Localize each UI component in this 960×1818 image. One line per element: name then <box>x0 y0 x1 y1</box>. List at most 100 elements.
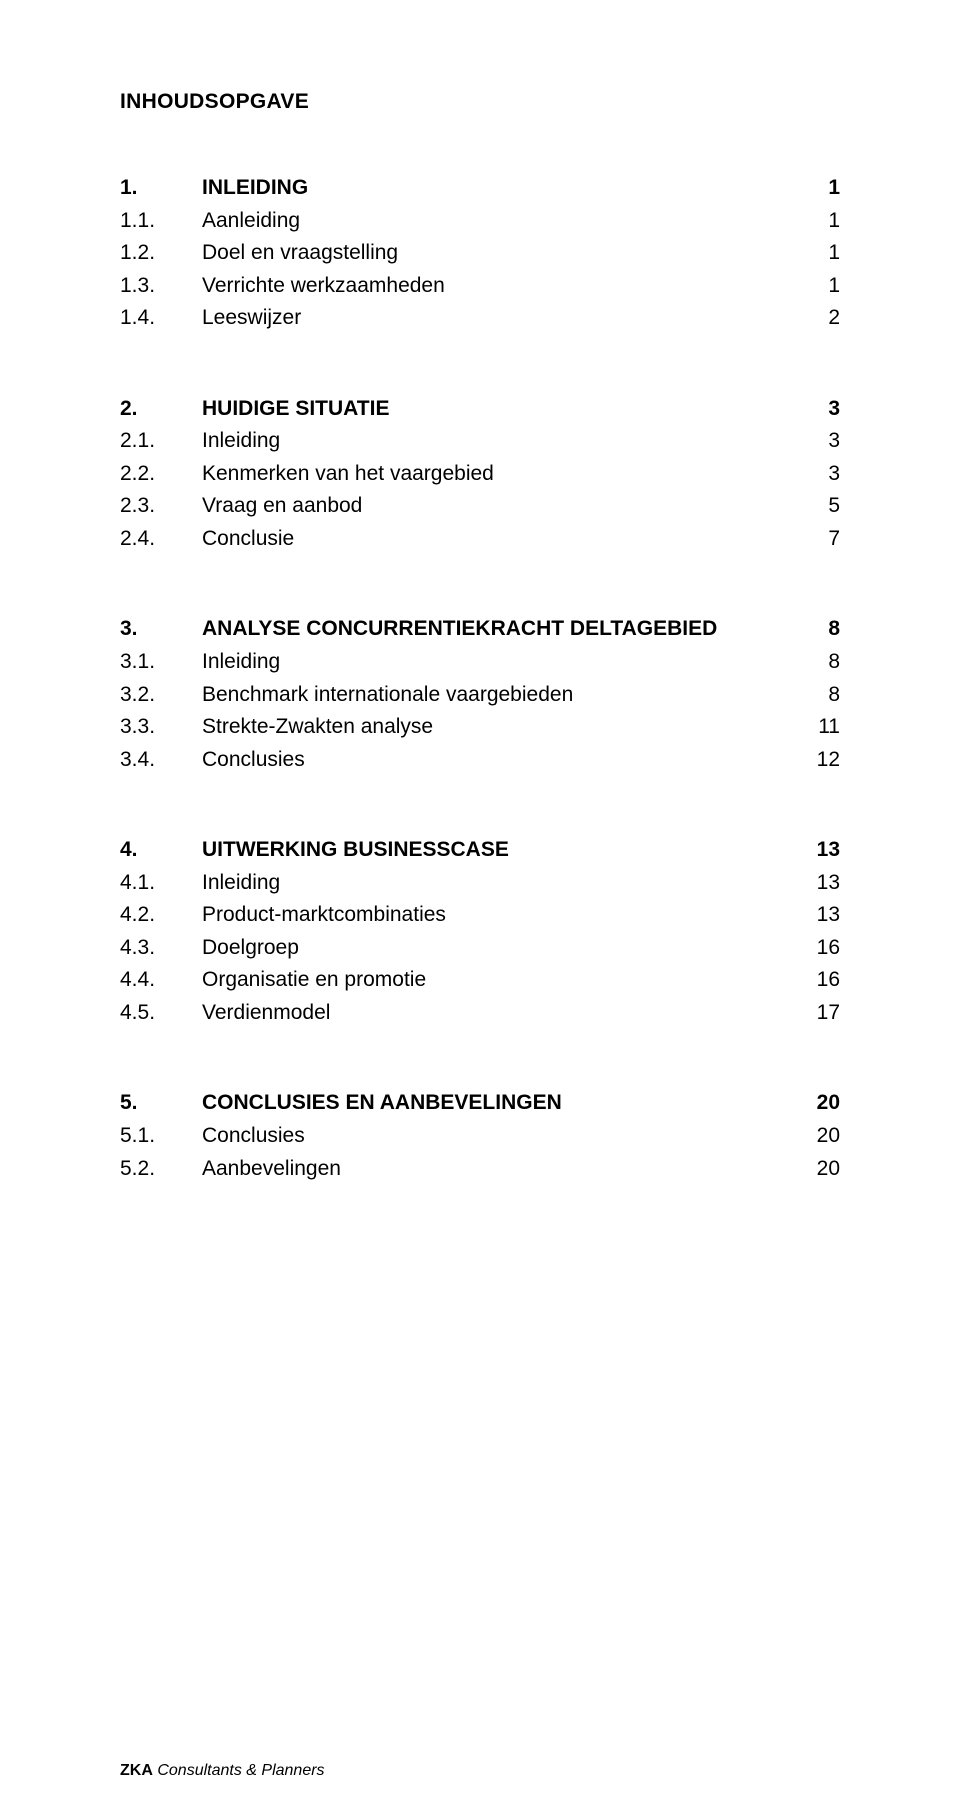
toc-item-row: 3.3.Strekte-Zwakten analyse11 <box>120 711 840 744</box>
toc-section: 2.HUIDIGE SITUATIE32.1.Inleiding32.2.Ken… <box>120 393 840 556</box>
toc-heading-row: 5.CONCLUSIES EN AANBEVELINGEN20 <box>120 1087 840 1120</box>
toc-item-label: Product-marktcombinaties <box>202 899 790 932</box>
footer-rest: Consultants & Planners <box>153 1762 325 1779</box>
toc-item-label: Doelgroep <box>202 932 790 965</box>
toc-item-label: Verdienmodel <box>202 997 790 1030</box>
toc-heading-num: 3. <box>120 613 202 646</box>
toc-heading-label: UITWERKING BUSINESSCASE <box>202 834 790 867</box>
toc-item-num: 4.5. <box>120 997 202 1030</box>
toc-item-row: 3.2.Benchmark internationale vaargebiede… <box>120 679 840 712</box>
toc-item-page: 2 <box>790 302 840 335</box>
toc-item-num: 5.2. <box>120 1153 202 1186</box>
toc-item-page: 1 <box>790 270 840 303</box>
toc-heading-num: 1. <box>120 172 202 205</box>
toc-item-row: 2.3.Vraag en aanbod5 <box>120 490 840 523</box>
toc-item-row: 1.1.Aanleiding1 <box>120 205 840 238</box>
toc-item-page: 7 <box>790 523 840 556</box>
toc-item-row: 1.4.Leeswijzer2 <box>120 302 840 335</box>
toc-item-num: 2.2. <box>120 458 202 491</box>
footer: ZKA Consultants & Planners <box>120 1762 325 1780</box>
toc-item-row: 4.4.Organisatie en promotie16 <box>120 964 840 997</box>
toc-item-label: Inleiding <box>202 867 790 900</box>
toc-item-row: 4.3.Doelgroep16 <box>120 932 840 965</box>
toc-heading-row: 4.UITWERKING BUSINESSCASE13 <box>120 834 840 867</box>
toc-item-num: 5.1. <box>120 1120 202 1153</box>
toc-item-row: 3.4.Conclusies12 <box>120 744 840 777</box>
toc-heading-label: HUIDIGE SITUATIE <box>202 393 790 426</box>
toc-heading-page: 3 <box>790 393 840 426</box>
toc-item-row: 2.2.Kenmerken van het vaargebied3 <box>120 458 840 491</box>
toc-section: 1.INLEIDING11.1.Aanleiding11.2.Doel en v… <box>120 172 840 335</box>
toc-item-label: Organisatie en promotie <box>202 964 790 997</box>
toc-item-num: 3.3. <box>120 711 202 744</box>
toc-item-row: 2.1.Inleiding3 <box>120 425 840 458</box>
toc-item-label: Vraag en aanbod <box>202 490 790 523</box>
toc-item-num: 4.4. <box>120 964 202 997</box>
toc-item-label: Inleiding <box>202 646 790 679</box>
toc-section: 4.UITWERKING BUSINESSCASE134.1.Inleiding… <box>120 834 840 1029</box>
toc-item-page: 12 <box>790 744 840 777</box>
toc-heading-row: 2.HUIDIGE SITUATIE3 <box>120 393 840 426</box>
toc-item-page: 20 <box>790 1153 840 1186</box>
document-page: INHOUDSOPGAVE 1.INLEIDING11.1.Aanleiding… <box>0 0 960 1818</box>
toc-item-page: 17 <box>790 997 840 1030</box>
toc-section: 5.CONCLUSIES EN AANBEVELINGEN205.1.Concl… <box>120 1087 840 1185</box>
toc-title: INHOUDSOPGAVE <box>120 90 840 114</box>
toc-item-row: 4.1.Inleiding13 <box>120 867 840 900</box>
toc-heading-num: 2. <box>120 393 202 426</box>
toc-item-page: 16 <box>790 932 840 965</box>
toc-item-num: 3.1. <box>120 646 202 679</box>
toc-heading-row: 1.INLEIDING1 <box>120 172 840 205</box>
toc-heading-label: ANALYSE CONCURRENTIEKRACHT DELTAGEBIED <box>202 613 790 646</box>
toc-item-num: 4.1. <box>120 867 202 900</box>
toc-item-num: 1.3. <box>120 270 202 303</box>
toc-item-label: Aanbevelingen <box>202 1153 790 1186</box>
toc-item-row: 1.2.Doel en vraagstelling1 <box>120 237 840 270</box>
footer-brand: ZKA <box>120 1762 153 1779</box>
toc-section: 3.ANALYSE CONCURRENTIEKRACHT DELTAGEBIED… <box>120 613 840 776</box>
toc-item-num: 1.1. <box>120 205 202 238</box>
toc-item-page: 13 <box>790 867 840 900</box>
toc-item-row: 5.1.Conclusies20 <box>120 1120 840 1153</box>
toc-item-page: 3 <box>790 458 840 491</box>
toc-item-label: Conclusies <box>202 744 790 777</box>
toc-heading-label: CONCLUSIES EN AANBEVELINGEN <box>202 1087 790 1120</box>
toc-heading-page: 13 <box>790 834 840 867</box>
toc-item-row: 3.1.Inleiding8 <box>120 646 840 679</box>
toc-item-label: Conclusies <box>202 1120 790 1153</box>
toc-item-num: 3.4. <box>120 744 202 777</box>
toc-item-row: 5.2.Aanbevelingen20 <box>120 1153 840 1186</box>
toc-item-page: 20 <box>790 1120 840 1153</box>
toc-item-row: 4.5.Verdienmodel17 <box>120 997 840 1030</box>
toc-item-page: 8 <box>790 646 840 679</box>
toc-item-row: 1.3.Verrichte werkzaamheden1 <box>120 270 840 303</box>
toc-item-num: 4.2. <box>120 899 202 932</box>
toc-item-num: 2.4. <box>120 523 202 556</box>
toc-body: 1.INLEIDING11.1.Aanleiding11.2.Doel en v… <box>120 172 840 1185</box>
toc-item-page: 13 <box>790 899 840 932</box>
toc-item-page: 5 <box>790 490 840 523</box>
toc-item-label: Doel en vraagstelling <box>202 237 790 270</box>
toc-item-label: Leeswijzer <box>202 302 790 335</box>
toc-item-row: 2.4.Conclusie7 <box>120 523 840 556</box>
toc-heading-row: 3.ANALYSE CONCURRENTIEKRACHT DELTAGEBIED… <box>120 613 840 646</box>
toc-heading-page: 1 <box>790 172 840 205</box>
toc-heading-page: 8 <box>790 613 840 646</box>
toc-item-num: 1.2. <box>120 237 202 270</box>
toc-item-num: 2.1. <box>120 425 202 458</box>
toc-item-page: 16 <box>790 964 840 997</box>
toc-item-page: 8 <box>790 679 840 712</box>
toc-item-num: 2.3. <box>120 490 202 523</box>
toc-item-label: Benchmark internationale vaargebieden <box>202 679 790 712</box>
toc-item-num: 1.4. <box>120 302 202 335</box>
toc-item-label: Strekte-Zwakten analyse <box>202 711 790 744</box>
toc-item-num: 4.3. <box>120 932 202 965</box>
toc-item-page: 11 <box>790 711 840 744</box>
toc-item-label: Conclusie <box>202 523 790 556</box>
toc-item-num: 3.2. <box>120 679 202 712</box>
toc-item-page: 1 <box>790 237 840 270</box>
toc-item-label: Kenmerken van het vaargebied <box>202 458 790 491</box>
toc-heading-page: 20 <box>790 1087 840 1120</box>
toc-item-row: 4.2.Product-marktcombinaties13 <box>120 899 840 932</box>
toc-item-page: 3 <box>790 425 840 458</box>
